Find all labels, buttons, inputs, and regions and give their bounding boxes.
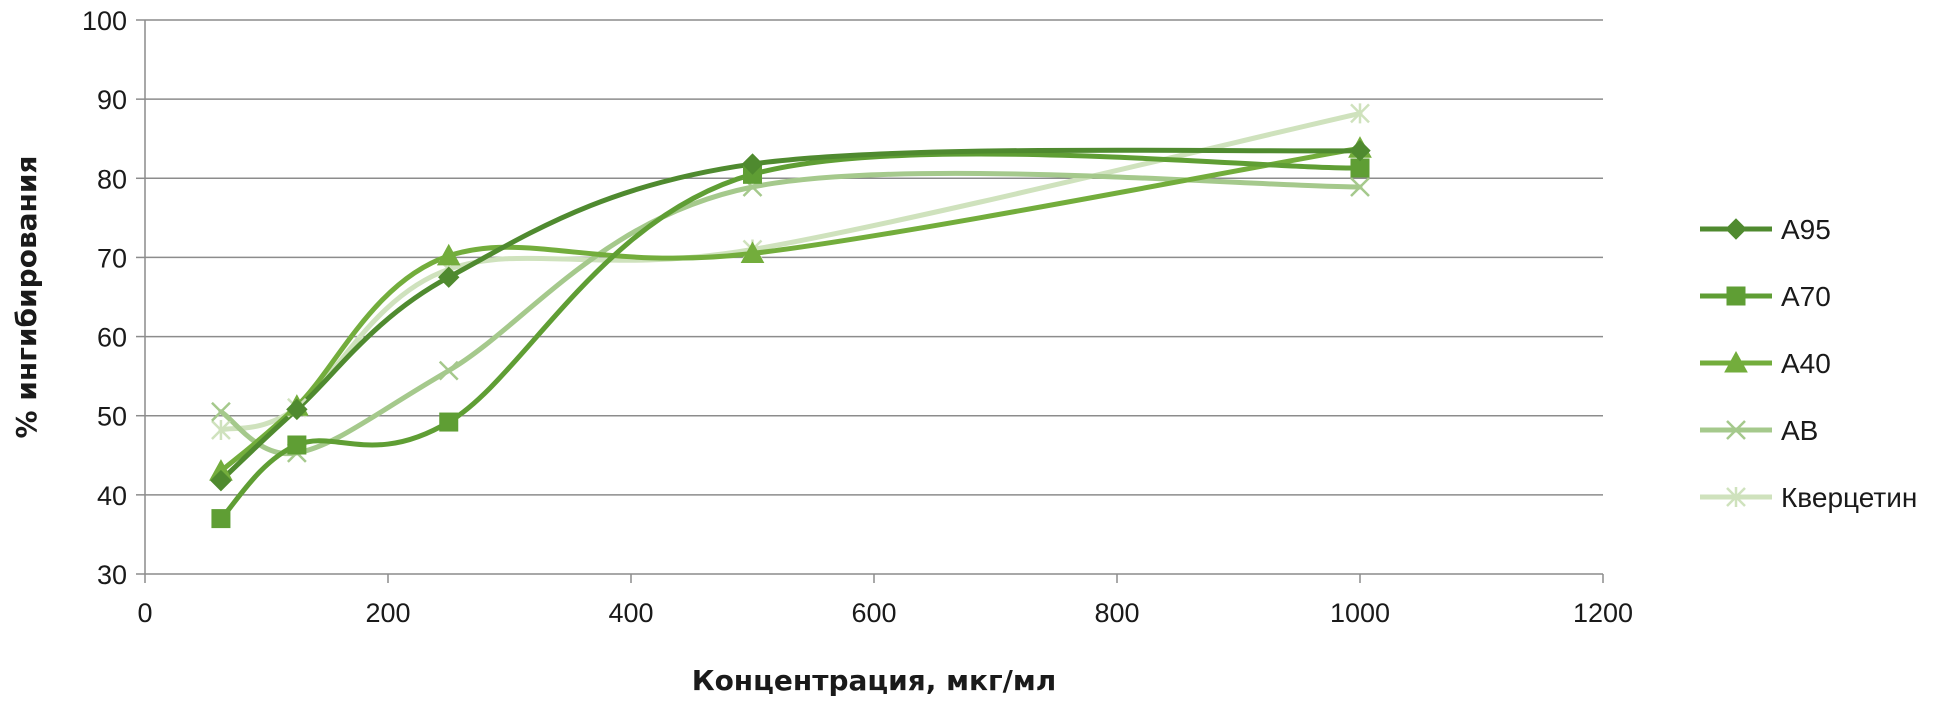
x-tick-labels: 0 200 400 600 800 1000 1200	[137, 598, 1633, 628]
legend-item: AB	[1700, 415, 1818, 446]
x-tick-label: 1200	[1573, 598, 1633, 628]
y-tick-label: 60	[97, 323, 127, 353]
y-tick-label: 40	[97, 481, 127, 511]
legend-marker-A70	[1726, 286, 1746, 306]
data-point-A40-2	[436, 243, 461, 266]
series-lines	[218, 110, 1363, 522]
data-point-A95-4	[1349, 139, 1371, 162]
data-point-A95-3	[741, 153, 764, 175]
data-point-A95-1	[286, 398, 308, 421]
x-tick-label: 1000	[1330, 598, 1390, 628]
legend: A95 A70 A40 AB Кверцетин	[1700, 214, 1917, 513]
y-tick-label: 30	[97, 560, 127, 590]
data-point-Кверцетин-0	[211, 419, 231, 440]
legend-marker-Кверцетин	[1726, 487, 1746, 507]
legend-label: A95	[1781, 214, 1831, 245]
legend-marker-A95	[1725, 218, 1747, 240]
grid-lines	[145, 19, 1603, 496]
data-point-A70-0	[211, 509, 231, 529]
x-tick-label: 800	[1094, 598, 1139, 628]
x-tick-label: 400	[608, 598, 653, 628]
data-point-A70-4	[1350, 158, 1370, 178]
data-point-A70-1	[287, 435, 307, 455]
y-tick-label: 90	[97, 85, 127, 115]
legend-label: AB	[1781, 415, 1818, 446]
y-tick-label: 80	[97, 164, 127, 194]
series-line-A40	[218, 145, 1363, 474]
legend-label: Кверцетин	[1781, 482, 1917, 513]
data-point-A40-3	[740, 241, 765, 263]
legend-item: A70	[1700, 281, 1831, 312]
legend-label: A40	[1781, 348, 1831, 379]
data-point-AB-0	[211, 401, 231, 422]
axes	[136, 19, 1604, 583]
series-markers	[209, 103, 1372, 529]
legend-item: A95	[1700, 214, 1831, 245]
x-tick-label: 0	[137, 598, 152, 628]
legend-item: A40	[1700, 348, 1831, 379]
y-tick-label: 100	[82, 6, 127, 36]
data-point-A95-2	[438, 266, 460, 288]
x-tick-label: 200	[365, 598, 410, 628]
legend-label: A70	[1781, 281, 1831, 312]
y-tick-labels: 30 40 50 60 70 80 90 100	[82, 6, 127, 590]
y-tick-label: 70	[97, 243, 127, 273]
x-tick-label: 600	[851, 598, 896, 628]
data-point-Кверцетин-4	[1350, 103, 1370, 124]
data-point-AB-2	[438, 360, 459, 381]
x-axis-title: Концентрация, мкг/мл	[692, 664, 1057, 697]
data-point-AB-4	[1350, 177, 1370, 197]
legend-marker-A40	[1724, 350, 1748, 373]
legend-item: Кверцетин	[1700, 482, 1917, 513]
y-tick-label: 50	[97, 402, 127, 432]
data-point-A70-2	[439, 412, 459, 432]
data-point-A95-0	[210, 469, 232, 492]
y-axis-title: % ингибирования	[10, 155, 43, 438]
series-line-A95	[218, 147, 1363, 484]
legend-marker-AB	[1726, 420, 1746, 440]
